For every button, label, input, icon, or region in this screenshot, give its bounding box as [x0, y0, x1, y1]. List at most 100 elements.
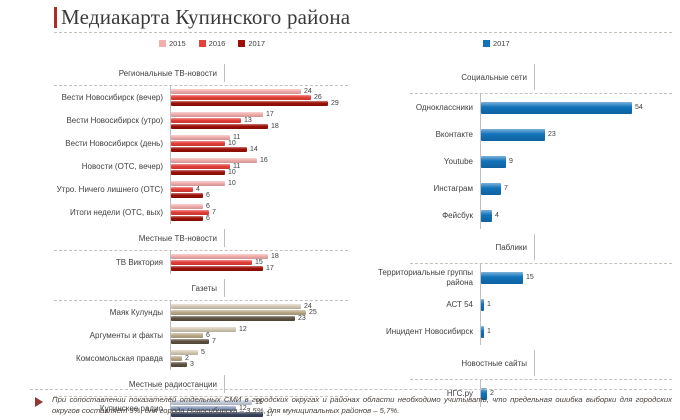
bar-line: 5: [171, 349, 356, 356]
bar-2017: [171, 362, 187, 368]
plot-area: 10 4 6: [170, 178, 356, 202]
bar-line: 10: [171, 180, 356, 188]
category-label: Итоги недели (ОТС, вых): [70, 208, 163, 218]
category-label: Вести Новосибирск (утро): [66, 116, 163, 126]
plot-area: [534, 234, 672, 261]
value-label: 17: [266, 111, 274, 119]
category-row: НГС.ру 2: [356, 380, 680, 408]
bar-2016: [171, 187, 193, 193]
category-row: Вести Новосибирск (вечер) 24 26 29: [0, 86, 356, 110]
bar-2017: [171, 339, 209, 345]
legend-swatch: [238, 40, 246, 48]
bar-2016: [171, 310, 306, 316]
bar-2017: [171, 101, 328, 107]
category-label: Вести Новосибирск (день): [65, 139, 163, 149]
value-label: 29: [331, 100, 339, 108]
value-label: 12: [239, 326, 247, 334]
value-label: 1: [487, 328, 491, 336]
value-label: 23: [298, 315, 306, 323]
bar-line: 23: [171, 315, 356, 323]
category-row: ТВ Виктория 18 15 17: [0, 251, 356, 275]
legend-label: 2016: [208, 39, 226, 49]
category-label: Аргументы и факты: [89, 331, 163, 341]
value-label: 11: [233, 134, 241, 142]
bar-2017: [171, 193, 203, 199]
category-row: Аргументы и факты 12 6 7: [0, 324, 356, 348]
bar-line: 2: [171, 355, 356, 363]
category-label: Вконтакте: [435, 130, 473, 140]
category-label: Инцидент Новосибирск: [386, 327, 473, 337]
value-label: 7: [504, 185, 508, 193]
plot-area: 24 26 29: [170, 86, 356, 110]
value-label: 54: [635, 104, 643, 112]
plot-area: [534, 64, 672, 91]
section-header-label: Местные радиостанции: [128, 379, 217, 389]
bar-2017: [481, 155, 506, 168]
value-label: 1: [487, 301, 491, 309]
online-chart: 2017 Социальные сети Одноклассники 54 Вконт…: [356, 36, 680, 420]
bar-2016: [171, 356, 182, 362]
plot-area: 23: [480, 121, 680, 149]
plot-area: 54: [480, 94, 680, 122]
value-label: 2: [185, 355, 189, 363]
bar-2017: [481, 387, 487, 400]
bar-line: 15: [171, 399, 356, 406]
bar-line: 15: [481, 271, 680, 284]
value-label: 18: [271, 253, 279, 261]
category-row: Вконтакте 23: [356, 121, 680, 149]
plot-area: 16 11 10: [170, 155, 356, 179]
bar-line: 6: [171, 203, 356, 211]
section-header-row: Региональные ТВ-новости: [54, 64, 348, 87]
category-row: Итоги недели (ОТС, вых) 6 7 6: [0, 201, 356, 225]
value-label: 25: [309, 309, 317, 317]
bar-line: 10: [171, 169, 356, 176]
bar-line: 12: [171, 405, 356, 413]
bar-line: 3: [171, 361, 356, 368]
value-label: 13: [244, 117, 252, 125]
value-label: 14: [250, 146, 258, 154]
value-label: 4: [196, 186, 200, 194]
value-label: 15: [255, 259, 263, 267]
category-label: Территориальные группы района: [377, 268, 473, 287]
bar-2017: [481, 101, 632, 114]
value-label: 11: [233, 163, 241, 171]
value-label: 6: [206, 203, 210, 211]
plot-area: [224, 279, 348, 298]
bar-2017: [171, 266, 263, 272]
value-label: 10: [228, 180, 236, 188]
bar-line: 15: [171, 259, 356, 267]
value-label: 26: [314, 94, 322, 102]
bar-line: 13: [171, 117, 356, 125]
section-header-row: Социальные сети: [410, 64, 672, 95]
value-label: 7: [212, 338, 216, 346]
bar-2016: [171, 164, 230, 170]
bar-line: 17: [171, 111, 356, 119]
bar-line: 9: [481, 155, 680, 168]
value-label: 4: [495, 212, 499, 220]
plot-area: [224, 229, 348, 248]
category-label: Вести Новосибирск (вечер): [61, 93, 163, 103]
plot-area: 4: [480, 202, 680, 230]
online-chart-legend: 2017: [356, 36, 680, 51]
value-label: 16: [260, 157, 268, 165]
legend-label: 2017: [493, 39, 510, 49]
media-chart-legend: 2015 2016 2017: [0, 36, 356, 51]
value-label: 12: [239, 405, 247, 413]
section-header-label: Новостные сайты: [461, 358, 527, 368]
bar-2016: [171, 210, 209, 216]
bar-line: 18: [171, 253, 356, 261]
section-header-label: Газеты: [191, 283, 217, 293]
category-label: Купинское радио: [99, 404, 163, 414]
bar-2017: [171, 412, 263, 418]
bar-2015: [171, 89, 301, 95]
bar-2015: [171, 204, 203, 210]
bar-line: 2: [481, 387, 680, 400]
footnote-text: При сопоставлении показателей отдельных …: [52, 394, 672, 416]
bar-line: 7: [171, 209, 356, 216]
category-row: Одноклассники 54: [356, 94, 680, 122]
bar-2015: [171, 112, 263, 118]
bar-2015: [171, 181, 225, 187]
plot-area: 7: [480, 175, 680, 203]
plot-area: 11 10 14: [170, 132, 356, 156]
